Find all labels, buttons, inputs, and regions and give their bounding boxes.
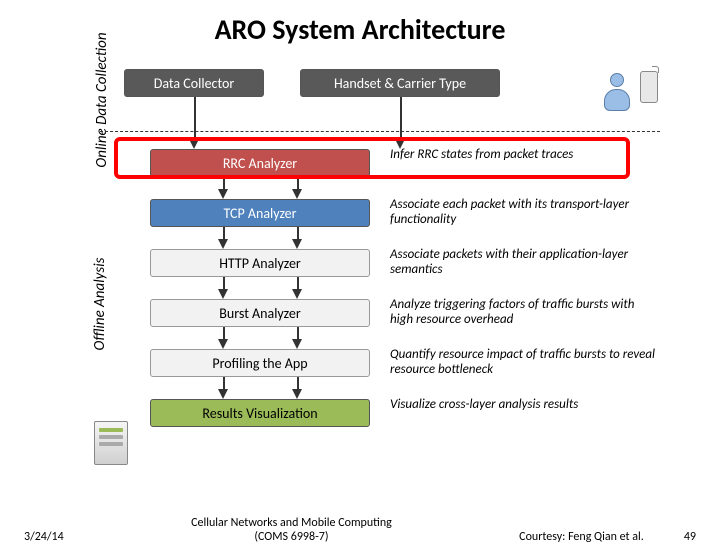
footer-date: 3/24/14: [24, 530, 64, 544]
block-tcp-analyzer: TCP Analyzer: [150, 199, 370, 227]
block-data-collector: Data Collector: [124, 69, 264, 97]
phone-icon: [640, 71, 658, 103]
separator-dashline: [100, 131, 660, 132]
desc-5: Visualize cross-layer analysis results: [390, 398, 660, 413]
architecture-diagram: Data CollectorHandset & Carrier TypeOnli…: [40, 65, 680, 475]
desc-2: Associate packets with their application…: [390, 248, 660, 278]
user-icon: [600, 73, 634, 113]
block-results-visualization: Results Visualization: [150, 399, 370, 427]
block-profiling-the-app: Profiling the App: [150, 349, 370, 377]
desc-3: Analyze triggering factors of traffic bu…: [390, 298, 660, 328]
label-offline: Offline Analysis: [91, 244, 109, 364]
block-http-analyzer: HTTP Analyzer: [150, 249, 370, 277]
label-online: Online Data Collection: [93, 30, 111, 170]
desc-4: Quantify resource impact of traffic burs…: [390, 348, 660, 378]
block-burst-analyzer: Burst Analyzer: [150, 299, 370, 327]
footer-course-line2: (COMS 6998-7): [254, 530, 328, 544]
server-icon: [94, 421, 128, 465]
footer-courtesy: Courtesy: Feng Qian et al.: [519, 530, 644, 544]
highlight-rrc: [114, 137, 630, 179]
block-handset-carrier: Handset & Carrier Type: [300, 69, 500, 97]
footer-course-line1: Cellular Networks and Mobile Computing: [191, 516, 392, 530]
desc-1: Associate each packet with its transport…: [390, 198, 660, 228]
footer-page: 49: [684, 530, 696, 544]
